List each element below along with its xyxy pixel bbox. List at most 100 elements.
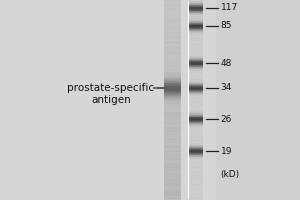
Bar (189, 151, 202, 152)
Bar (189, 133, 202, 134)
Bar (189, 161, 202, 162)
Bar (164, 183, 181, 184)
Bar (189, 5, 202, 6)
Bar (189, 115, 202, 116)
Bar (189, 177, 202, 178)
Bar (189, 198, 202, 199)
Bar (164, 100, 181, 101)
Text: 117: 117 (220, 3, 238, 12)
Bar (164, 9, 181, 10)
Bar (189, 81, 202, 82)
Bar (189, 134, 202, 135)
Bar (164, 196, 181, 197)
Bar (189, 159, 202, 160)
Bar (164, 93, 181, 94)
Bar (164, 87, 181, 88)
Bar (189, 87, 202, 88)
Bar (189, 31, 202, 32)
Bar (164, 92, 181, 93)
Bar (164, 32, 181, 33)
Bar (189, 48, 202, 49)
Bar (164, 116, 181, 117)
Bar (164, 114, 181, 115)
Bar (164, 197, 181, 198)
Bar (164, 18, 181, 19)
Bar (189, 117, 202, 118)
Bar (164, 20, 181, 21)
Bar (164, 194, 181, 195)
Bar (189, 166, 202, 167)
Bar (189, 138, 202, 139)
Bar (164, 140, 181, 141)
Bar (164, 34, 181, 35)
Bar (189, 131, 202, 132)
Bar (189, 1, 202, 2)
Bar (164, 95, 181, 96)
Bar (189, 162, 202, 163)
FancyBboxPatch shape (216, 0, 300, 200)
Bar (189, 152, 202, 153)
Bar (164, 133, 181, 134)
Bar (164, 188, 181, 189)
Bar (164, 182, 181, 183)
Bar (164, 96, 181, 97)
Bar (164, 147, 181, 148)
Bar (164, 141, 181, 142)
Bar (189, 114, 202, 115)
Bar (189, 178, 202, 179)
Bar (189, 57, 202, 58)
Bar (164, 129, 181, 130)
Bar (189, 153, 202, 154)
Bar (189, 172, 202, 173)
Bar (164, 171, 181, 172)
Bar (164, 132, 181, 133)
Bar (164, 30, 181, 31)
Bar (164, 137, 181, 138)
Bar (164, 37, 181, 38)
Bar (164, 13, 181, 14)
Bar (164, 40, 181, 41)
Bar (164, 77, 181, 78)
Bar (189, 197, 202, 198)
Bar (189, 95, 202, 96)
Bar (189, 146, 202, 147)
Bar (164, 56, 181, 57)
Bar (189, 53, 202, 54)
Bar (164, 15, 181, 16)
Bar (164, 130, 181, 131)
Bar (164, 88, 181, 89)
Bar (189, 60, 202, 61)
Bar (164, 33, 181, 34)
Bar (189, 116, 202, 117)
Bar (164, 131, 181, 132)
Bar (189, 110, 202, 111)
Bar (164, 58, 181, 59)
Bar (189, 43, 202, 44)
Bar (189, 102, 202, 103)
Bar (189, 44, 202, 45)
Bar (164, 115, 181, 116)
Bar (189, 125, 202, 126)
Bar (189, 10, 202, 11)
Bar (189, 98, 202, 99)
Bar (164, 73, 181, 74)
Bar (189, 175, 202, 176)
Bar (189, 47, 202, 48)
Bar (164, 71, 181, 72)
Bar (164, 175, 181, 176)
Bar (189, 132, 202, 133)
Bar (189, 73, 202, 74)
Bar (189, 8, 202, 9)
Bar (164, 67, 181, 68)
Bar (189, 20, 202, 21)
Bar (189, 149, 202, 150)
Bar (189, 107, 202, 108)
Bar (189, 24, 202, 25)
Bar (164, 25, 181, 26)
Bar (164, 8, 181, 9)
Bar (164, 198, 181, 199)
Bar (164, 167, 181, 168)
Bar (189, 97, 202, 98)
Bar (189, 163, 202, 164)
Bar (189, 145, 202, 146)
